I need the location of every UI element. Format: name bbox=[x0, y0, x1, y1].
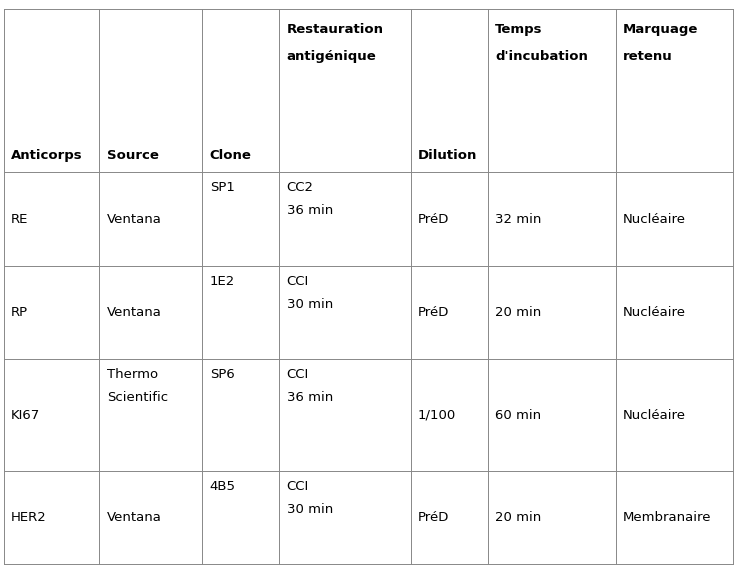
Text: retenu: retenu bbox=[623, 50, 673, 63]
Text: Ventana: Ventana bbox=[107, 213, 161, 226]
Text: 30 min: 30 min bbox=[287, 503, 333, 516]
Text: CCI: CCI bbox=[287, 275, 309, 288]
Text: Scientific: Scientific bbox=[107, 391, 168, 404]
Text: 30 min: 30 min bbox=[287, 298, 333, 311]
Text: RP: RP bbox=[11, 306, 28, 319]
Text: 20 min: 20 min bbox=[495, 306, 541, 319]
Text: PréD: PréD bbox=[418, 511, 450, 524]
Text: Thermo: Thermo bbox=[107, 368, 158, 381]
Text: d'incubation: d'incubation bbox=[495, 50, 588, 63]
Text: Ventana: Ventana bbox=[107, 511, 161, 524]
Text: 1E2: 1E2 bbox=[209, 275, 235, 288]
Text: antigénique: antigénique bbox=[287, 50, 377, 63]
Text: SP1: SP1 bbox=[209, 181, 234, 194]
Text: KI67: KI67 bbox=[11, 409, 41, 422]
Text: 36 min: 36 min bbox=[287, 204, 333, 217]
Text: Temps: Temps bbox=[495, 23, 542, 36]
Text: 60 min: 60 min bbox=[495, 409, 541, 422]
Text: Membranaire: Membranaire bbox=[623, 511, 712, 524]
Text: Anticorps: Anticorps bbox=[11, 149, 83, 162]
Text: CCI: CCI bbox=[287, 368, 309, 381]
Text: PréD: PréD bbox=[418, 213, 450, 226]
Text: 4B5: 4B5 bbox=[209, 480, 236, 493]
Text: CC2: CC2 bbox=[287, 181, 314, 194]
Text: 32 min: 32 min bbox=[495, 213, 542, 226]
Text: PréD: PréD bbox=[418, 306, 450, 319]
Text: Marquage: Marquage bbox=[623, 23, 699, 36]
Text: HER2: HER2 bbox=[11, 511, 47, 524]
Text: SP6: SP6 bbox=[209, 368, 234, 381]
Text: Clone: Clone bbox=[209, 149, 251, 162]
Text: RE: RE bbox=[11, 213, 29, 226]
Text: Source: Source bbox=[107, 149, 158, 162]
Text: Restauration: Restauration bbox=[287, 23, 384, 36]
Text: Dilution: Dilution bbox=[418, 149, 478, 162]
Text: Nucléaire: Nucléaire bbox=[623, 306, 686, 319]
Text: 20 min: 20 min bbox=[495, 511, 541, 524]
Text: Nucléaire: Nucléaire bbox=[623, 213, 686, 226]
Text: CCI: CCI bbox=[287, 480, 309, 493]
Text: Ventana: Ventana bbox=[107, 306, 161, 319]
Text: 1/100: 1/100 bbox=[418, 409, 456, 422]
Text: Nucléaire: Nucléaire bbox=[623, 409, 686, 422]
Text: 36 min: 36 min bbox=[287, 391, 333, 404]
